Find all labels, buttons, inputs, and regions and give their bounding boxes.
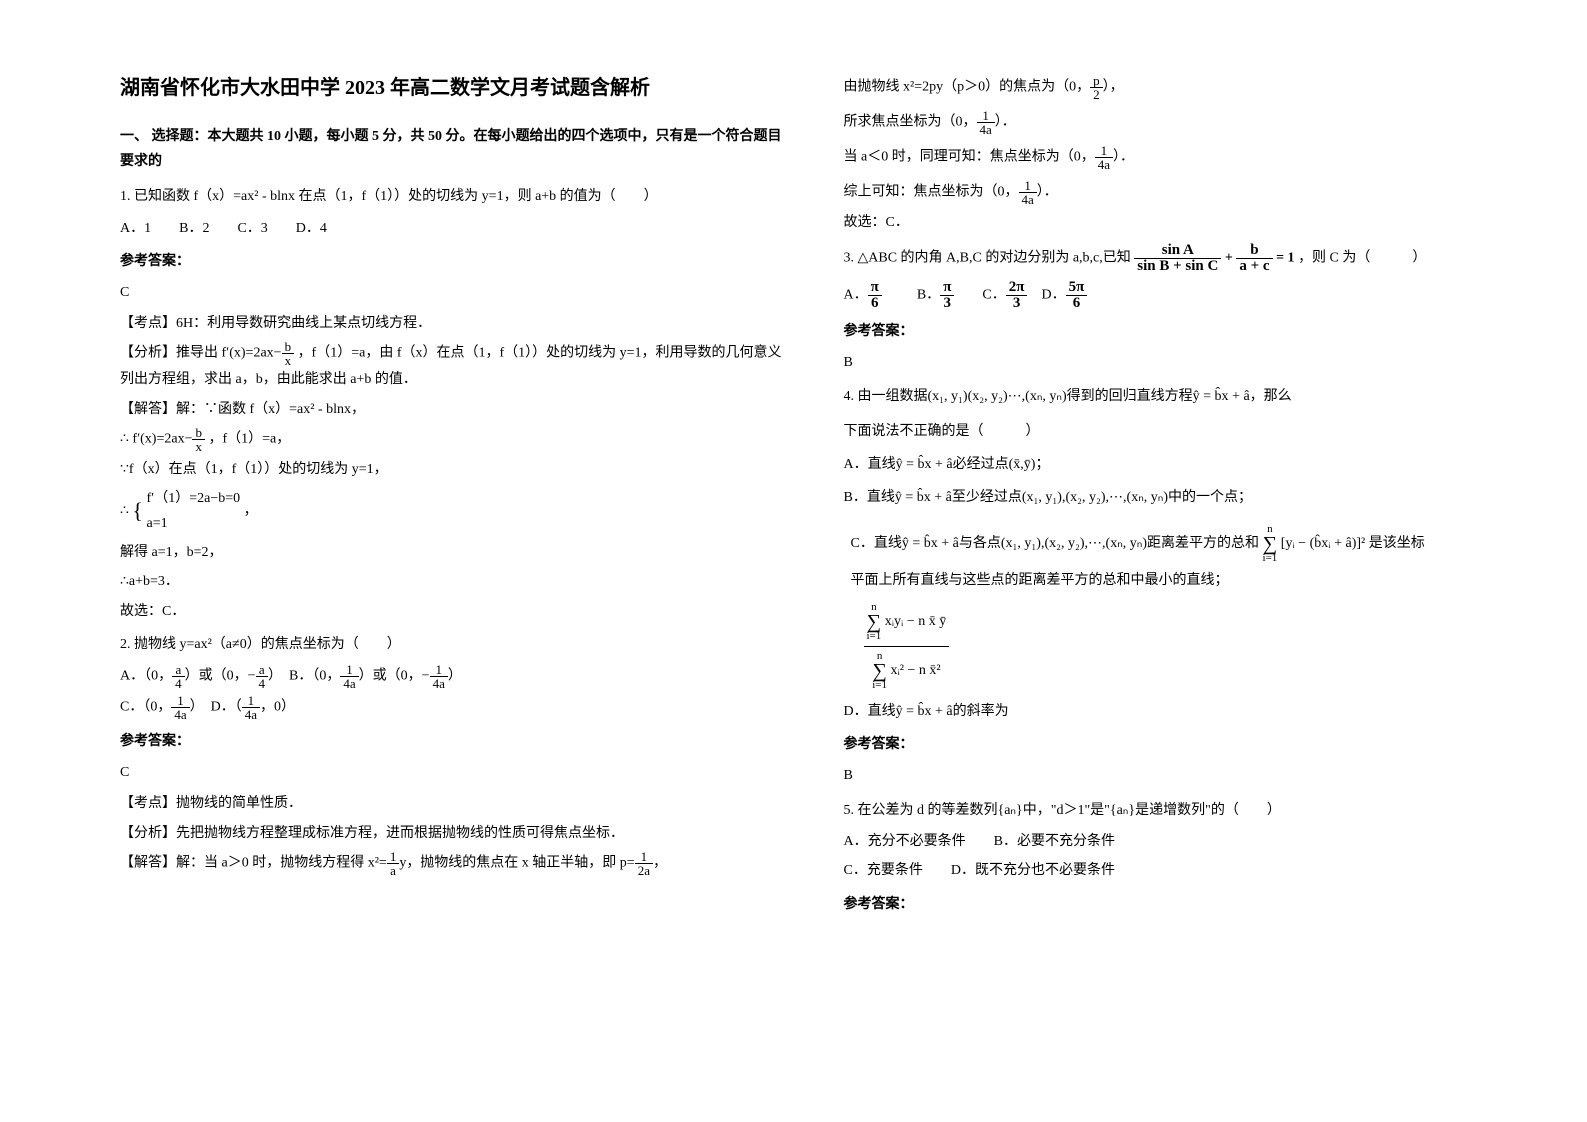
left-column: 湖南省怀化市大水田中学 2023 年高二数学文月考试题含解析 一、 选择题：本大… bbox=[100, 70, 814, 1092]
q4-text2: 下面说法不正确的是（ ） bbox=[844, 419, 1508, 444]
q1-solve2-post: ，f（1）=a， bbox=[208, 431, 290, 446]
q1-solve5: 解得 a=1，b=2， bbox=[120, 540, 784, 565]
q1-solve4: ∴ { f′（1）=2a−b=0 a=1 ， bbox=[120, 486, 784, 536]
q2-point: 【考点】抛物线的简单性质． bbox=[120, 791, 784, 816]
q1-point: 【考点】6H：利用导数研究曲线上某点切线方程． bbox=[120, 311, 784, 336]
r-line4: 综上可知：焦点坐标为（0，14a）． bbox=[844, 179, 1508, 206]
q5-text: 5. 在公差为 d 的等差数列{aₙ}中，"d＞1"是"{aₙ}是递增数列"的（… bbox=[844, 798, 1508, 823]
q1-analysis: 【分析】推导出 f′(x)=2ax−bx ，f（1）=a，由 f（x）在点（1，… bbox=[120, 340, 784, 392]
q3-answer-label: 参考答案： bbox=[844, 319, 1508, 344]
q1-solve3: ∵f（x）在点（1，f（1））处的切线为 y=1， bbox=[120, 457, 784, 482]
r-line1: 由抛物线 x²=2py（p＞0）的焦点为（0，p2）， bbox=[844, 74, 1508, 101]
q5-opts2: C．充要条件 D．既不充分也不必要条件 bbox=[844, 858, 1508, 883]
section-header: 一、 选择题：本大题共 10 小题，每小题 5 分，共 50 分。在每小题给出的… bbox=[120, 124, 784, 174]
q4-optC: C．直线ŷ = b̂x + â与各点(x₁, y₁),(x₂, y₂),⋯,(x… bbox=[844, 524, 1508, 564]
q1-solve6: ∴a+b=3． bbox=[120, 569, 784, 594]
q4-optD-formula: n ∑ i=1 xᵢyᵢ − n x̄ ȳ n ∑ i=1 xᵢ² − n x̄… bbox=[864, 602, 1508, 691]
q1-solve2-pre: ∴ bbox=[120, 431, 132, 446]
q1-answer-label: 参考答案： bbox=[120, 249, 784, 274]
q4-optA: A．直线ŷ = b̂x + â必经过点(x̄,ȳ)； bbox=[844, 452, 1508, 477]
q3-answer-letter: B bbox=[844, 350, 1508, 375]
q1-fprime2: f′(x)=2ax− bbox=[132, 431, 192, 446]
q5-answer-label: 参考答案： bbox=[844, 892, 1508, 917]
q5-opts1: A．充分不必要条件 B．必要不充分条件 bbox=[844, 829, 1508, 854]
q1-options: A．1 B．2 C．3 D．4 bbox=[120, 216, 784, 241]
q1-solve1: 【解答】解：∵函数 f（x）=ax² - blnx， bbox=[120, 397, 784, 422]
q2-answer-letter: C bbox=[120, 760, 784, 785]
q4-answer-letter: B bbox=[844, 763, 1508, 788]
q1-sys-b: a=1 bbox=[146, 511, 240, 536]
q3-opts: A．π6 B．π3 C．2π3 D．5π6 bbox=[844, 280, 1508, 311]
q2-opts-row2: C．（0，14a） D．（14a，0） bbox=[120, 694, 784, 721]
right-column: 由抛物线 x²=2py（p＞0）的焦点为（0，p2）， 所求焦点坐标为（0，14… bbox=[814, 70, 1528, 1092]
q1-text: 1. 已知函数 f（x）=ax² - blnx 在点（1，f（1））处的切线为 … bbox=[120, 184, 784, 209]
q1-solve2: ∴ f′(x)=2ax−bx ，f（1）=a， bbox=[120, 426, 784, 453]
q2-answer-label: 参考答案： bbox=[120, 729, 784, 754]
q2-text: 2. 抛物线 y=ax²（a≠0）的焦点坐标为（ ） bbox=[120, 632, 784, 657]
q4-optB: B．直线ŷ = b̂x + â至少经过点(x₁, y₁),(x₂, y₂),⋯,… bbox=[844, 485, 1508, 510]
q2-opts-row1: A．（0，a4）或（0，−a4） B．（0，14a）或（0，−14a） bbox=[120, 663, 784, 690]
q3-text: 3. △ABC 的内角 A,B,C 的对边分别为 a,b,c,已知 sin As… bbox=[844, 243, 1508, 274]
r-line3: 当 a＜0 时，同理可知：焦点坐标为（0，14a）． bbox=[844, 144, 1508, 171]
q4-optC-line2: 平面上所有直线与这些点的距离差平方的总和中最小的直线； bbox=[844, 568, 1508, 593]
r-line5: 故选：C． bbox=[844, 210, 1508, 235]
page-title: 湖南省怀化市大水田中学 2023 年高二数学文月考试题含解析 bbox=[120, 70, 784, 106]
q1-solve7: 故选：C． bbox=[120, 599, 784, 624]
q4-answer-label: 参考答案： bbox=[844, 732, 1508, 757]
q4-optD: D．直线ŷ = b̂x + â的斜率为 bbox=[844, 699, 1508, 724]
q1-answer-letter: C bbox=[120, 280, 784, 305]
q2-solve: 【解答】解：当 a＞0 时，抛物线方程得 x²=1ay，抛物线的焦点在 x 轴正… bbox=[120, 850, 784, 877]
q1-sys-a: f′（1）=2a−b=0 bbox=[146, 486, 240, 511]
q1-analysis-pre: 【分析】推导出 bbox=[120, 346, 222, 361]
q2-analysis: 【分析】先把抛物线方程整理成标准方程，进而根据抛物线的性质可得焦点坐标． bbox=[120, 821, 784, 846]
q1-fprime: f′(x)=2ax− bbox=[222, 346, 282, 361]
q1-frac2: bx bbox=[192, 426, 205, 453]
q4-text: 4. 由一组数据(x₁, y₁)(x₂, y₂)⋯,(xₙ, yₙ)得到的回归直… bbox=[844, 384, 1508, 409]
q1-frac: bx bbox=[282, 340, 295, 367]
r-line2: 所求焦点坐标为（0，14a）． bbox=[844, 109, 1508, 136]
